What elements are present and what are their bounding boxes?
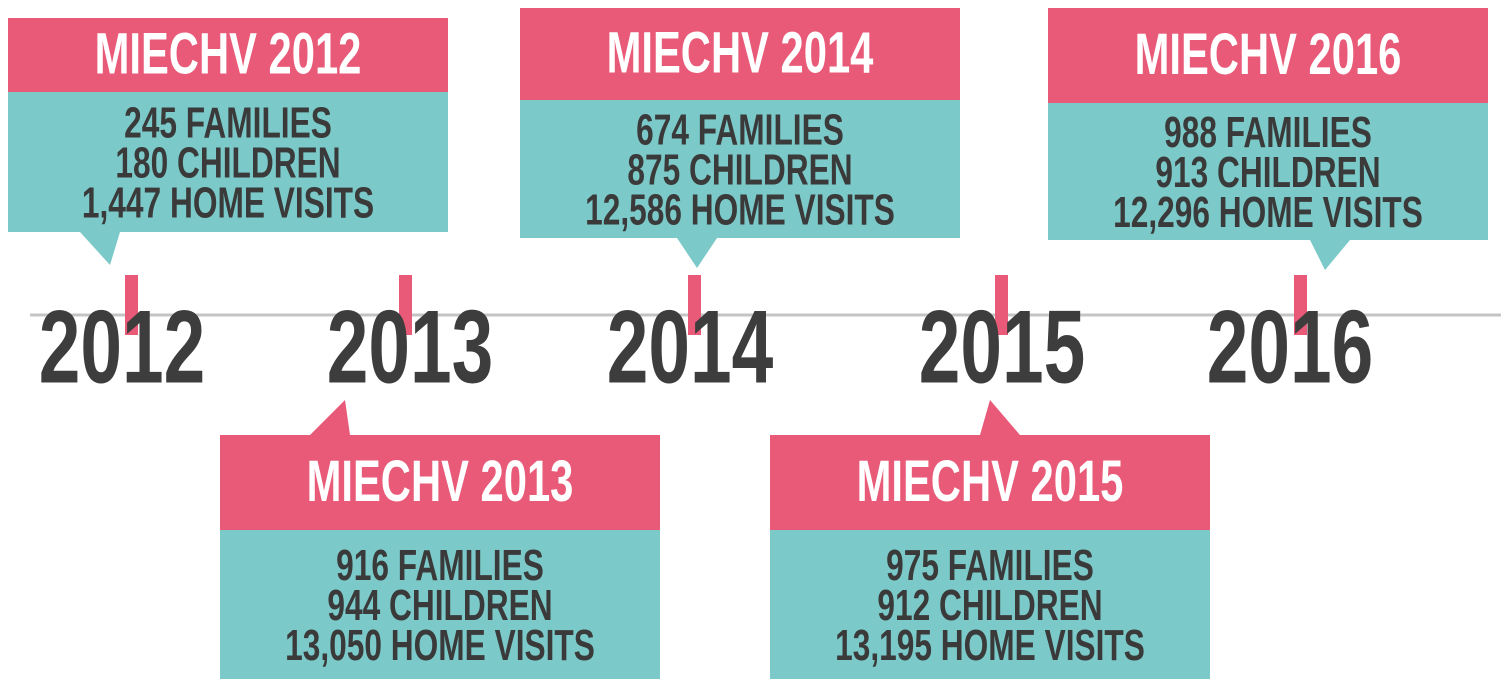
- card-stat: 245 FAMILIES: [124, 99, 332, 148]
- card-pointer: [80, 232, 120, 265]
- card-stat: 916 FAMILIES: [336, 541, 544, 590]
- year-label: 2015: [919, 290, 1086, 406]
- card-stat: 988 FAMILIES: [1164, 108, 1372, 157]
- card-pointer: [677, 238, 717, 268]
- card-title-bg: [520, 8, 960, 100]
- card-title: MIECHV 2015: [857, 448, 1124, 513]
- year-tick: [1294, 275, 1307, 335]
- card-pointer: [1310, 240, 1350, 270]
- card-title-bg: [8, 18, 448, 92]
- card-stat: 913 CHILDREN: [1155, 148, 1380, 197]
- card-body-bg: [520, 100, 960, 238]
- card-stat: 12,586 HOME VISITS: [585, 186, 895, 235]
- card-title: MIECHV 2013: [307, 448, 574, 513]
- year-label: 2016: [1207, 290, 1374, 406]
- card-stat: 13,050 HOME VISITS: [285, 621, 595, 670]
- card-stat: 13,195 HOME VISITS: [835, 621, 1145, 670]
- card-title-bg: [220, 435, 660, 530]
- card-pointer: [980, 400, 1020, 435]
- card-title: MIECHV 2014: [607, 20, 874, 85]
- card-stat: 180 CHILDREN: [115, 139, 340, 188]
- card-stat: 975 FAMILIES: [886, 541, 1094, 590]
- year-tick: [399, 275, 412, 335]
- card-title: MIECHV 2016: [1135, 21, 1402, 86]
- card-pointer: [310, 400, 350, 435]
- year-label: 2012: [39, 290, 206, 406]
- year-tick: [995, 275, 1008, 335]
- card-stat: 875 CHILDREN: [627, 146, 852, 195]
- card-stat: 674 FAMILIES: [636, 106, 844, 155]
- card-title: MIECHV 2012: [95, 21, 362, 86]
- year-label: 2013: [327, 290, 494, 406]
- card-stat: 1,447 HOME VISITS: [82, 179, 374, 228]
- card-body-bg: [770, 530, 1210, 679]
- card-stat: 12,296 HOME VISITS: [1113, 188, 1423, 237]
- card-body-bg: [8, 92, 448, 232]
- card-title-bg: [770, 435, 1210, 530]
- card-body-bg: [1048, 103, 1488, 240]
- card-stat: 912 CHILDREN: [877, 581, 1102, 630]
- card-body-bg: [220, 530, 660, 679]
- year-tick: [125, 275, 138, 335]
- card-title-bg: [1048, 8, 1488, 103]
- year-label: 2014: [607, 290, 774, 406]
- year-tick: [688, 275, 701, 335]
- card-stat: 944 CHILDREN: [327, 581, 552, 630]
